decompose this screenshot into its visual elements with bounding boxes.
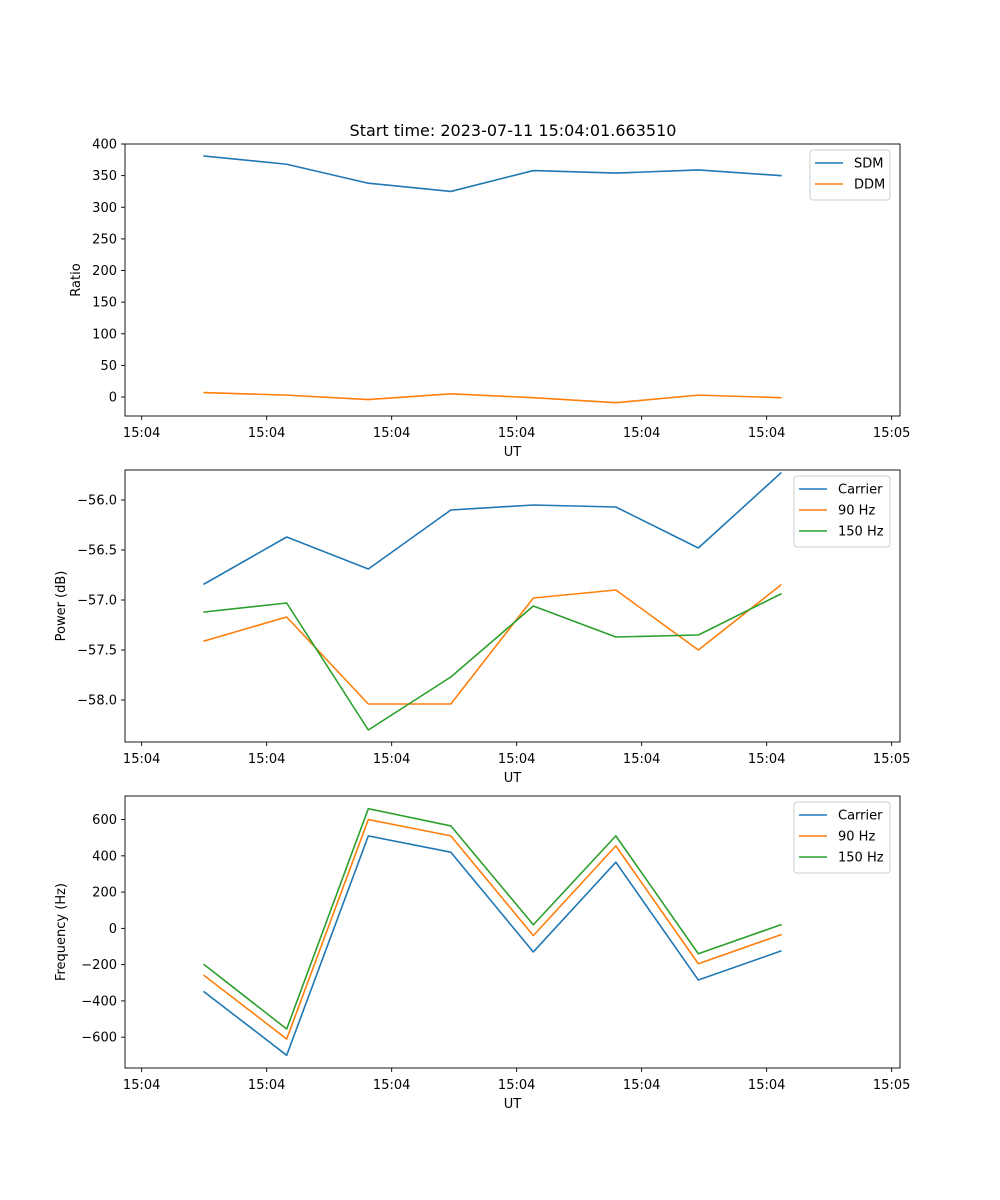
series-line-90-hz bbox=[203, 583, 782, 705]
x-tick-label: 15:04 bbox=[623, 1078, 660, 1093]
y-tick-label: 400 bbox=[92, 138, 117, 153]
x-tick-label: 15:04 bbox=[123, 1078, 160, 1093]
x-tick-label: 15:04 bbox=[623, 426, 660, 441]
x-tick-label: 15:04 bbox=[248, 752, 285, 767]
axes-frame bbox=[124, 143, 901, 417]
legend: SDM DDM bbox=[809, 149, 891, 201]
y-tick-label: −400 bbox=[81, 994, 117, 1009]
y-tick-label: 0 bbox=[109, 922, 117, 937]
x-tick-label: 15:04 bbox=[373, 426, 410, 441]
y-axis-label: Ratio bbox=[69, 263, 84, 296]
y-tick-label: 150 bbox=[92, 296, 117, 311]
x-tick-label: 15:04 bbox=[248, 426, 285, 441]
y-tick-label: −56.5 bbox=[77, 544, 117, 559]
legend-entry: DDM bbox=[854, 178, 885, 193]
y-tick-label: 400 bbox=[92, 849, 117, 864]
panel-1: −58.0 −57.5 −57.0 −56.5 −56.0 15:04 15:04 15:04… bbox=[54, 469, 910, 786]
y-tick-label: 100 bbox=[92, 327, 117, 342]
series-line-150-hz bbox=[203, 592, 782, 731]
legend-entry: SDM bbox=[854, 157, 883, 172]
legend-box bbox=[793, 801, 891, 874]
x-tick-label: 15:04 bbox=[123, 426, 160, 441]
x-axis-label: UT bbox=[504, 771, 522, 786]
y-tick-label: −57.5 bbox=[77, 644, 117, 659]
x-tick-label: 15:04 bbox=[748, 1078, 785, 1093]
series-line-90-hz bbox=[203, 818, 782, 1040]
x-tick-label: 15:04 bbox=[373, 1078, 410, 1093]
series-line-150-hz bbox=[203, 807, 782, 1030]
legend: Carrier 90 Hz 150 Hz bbox=[793, 475, 891, 548]
y-tick-label: 200 bbox=[92, 264, 117, 279]
x-tick-label: 15:04 bbox=[748, 426, 785, 441]
x-tick-label: 15:04 bbox=[748, 752, 785, 767]
x-tick-label: 15:05 bbox=[873, 752, 910, 767]
series-line-carrier bbox=[203, 471, 782, 586]
y-axis-label: Power (dB) bbox=[54, 571, 69, 642]
y-axis-label: Frequency (Hz) bbox=[54, 883, 69, 981]
legend-entry: 150 Hz bbox=[838, 525, 884, 540]
legend-box bbox=[793, 475, 891, 548]
x-tick-label: 15:04 bbox=[623, 752, 660, 767]
panel-2: −600 −400 −200 0 200 400 600 15:04 15:04 15:04 15:… bbox=[54, 795, 910, 1112]
y-tick-label: 300 bbox=[92, 201, 117, 216]
y-tick-label: 250 bbox=[92, 232, 117, 247]
axes-frame bbox=[124, 469, 901, 743]
panel-0: 0 50 100 150 200 250 300 350 400 15:04 15:04 15:04 1… bbox=[69, 138, 910, 461]
y-tick-label: 350 bbox=[92, 169, 117, 184]
x-tick-label: 15:04 bbox=[123, 752, 160, 767]
y-tick-label: 0 bbox=[109, 391, 117, 406]
y-tick-label: 600 bbox=[92, 813, 117, 828]
x-tick-label: 15:05 bbox=[873, 426, 910, 441]
y-tick-label: 200 bbox=[92, 886, 117, 901]
x-tick-label: 15:04 bbox=[498, 426, 535, 441]
x-tick-label: 15:04 bbox=[248, 1078, 285, 1093]
legend-entry: Carrier bbox=[838, 809, 883, 824]
series-line-sdm bbox=[203, 155, 782, 193]
y-tick-label: −600 bbox=[81, 1031, 117, 1046]
series-line-carrier bbox=[203, 835, 782, 1057]
x-tick-label: 15:04 bbox=[498, 752, 535, 767]
y-tick-label: −200 bbox=[81, 958, 117, 973]
figure-title: Start time: 2023-07-11 15:04:01.663510 bbox=[350, 121, 677, 140]
axes-frame bbox=[124, 795, 901, 1069]
y-tick-label: −58.0 bbox=[77, 694, 117, 709]
legend-entry: 90 Hz bbox=[838, 830, 875, 845]
y-tick-label: −57.0 bbox=[77, 594, 117, 609]
x-tick-label: 15:04 bbox=[373, 752, 410, 767]
legend-entry: Carrier bbox=[838, 483, 883, 498]
legend-entry: 150 Hz bbox=[838, 851, 884, 866]
x-tick-label: 15:04 bbox=[498, 1078, 535, 1093]
y-tick-label: 50 bbox=[100, 359, 117, 374]
x-axis-label: UT bbox=[504, 1097, 522, 1112]
series-line-ddm bbox=[203, 391, 782, 404]
y-tick-label: −56.0 bbox=[77, 494, 117, 509]
legend-entry: 90 Hz bbox=[838, 504, 875, 519]
x-axis-label: UT bbox=[504, 445, 522, 460]
x-tick-label: 15:05 bbox=[873, 1078, 910, 1093]
legend: Carrier 90 Hz 150 Hz bbox=[793, 801, 891, 874]
